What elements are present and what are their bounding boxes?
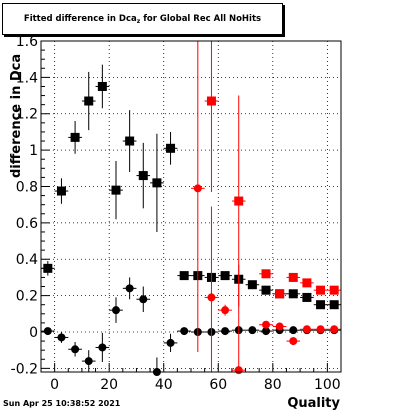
data-point-circle — [302, 325, 311, 334]
chart-title-main: Fitted difference in Dca — [23, 14, 137, 24]
data-point-square — [329, 300, 339, 310]
data-point-circle — [262, 320, 270, 329]
plot-frame — [40, 40, 342, 373]
data-point-circle — [43, 327, 52, 336]
y-tick-label: 1.4 — [16, 70, 38, 86]
data-point-square — [220, 271, 230, 281]
data-point-circle — [71, 345, 80, 354]
y-tick-label: 0 — [29, 325, 38, 341]
y-tick-label: 1.6 — [16, 34, 38, 50]
data-point-circle — [139, 295, 148, 304]
y-tick-label: 1 — [29, 143, 38, 159]
data-point-circle — [248, 326, 257, 335]
data-point-circle — [98, 343, 107, 352]
data-point-square — [125, 136, 135, 146]
data-point-square — [302, 292, 312, 302]
data-point-circle — [166, 338, 175, 347]
x-tick-label: 100 — [314, 377, 341, 393]
y-tick-label: 0.2 — [16, 289, 38, 305]
chart-title: Fitted difference in Dcaz for Global Rec… — [2, 3, 283, 35]
x-tick-label: 0 — [50, 377, 59, 393]
data-point-circle — [112, 306, 120, 315]
y-axis-label: difference in Dca — [9, 53, 24, 178]
data-point-square — [261, 285, 271, 295]
data-point-square — [329, 285, 339, 295]
y-tick-label: 0.6 — [16, 216, 38, 232]
data-point-circle — [289, 326, 298, 335]
data-point-square — [316, 285, 326, 295]
data-point-square — [206, 96, 216, 106]
data-point-square — [288, 272, 298, 282]
data-point-circle — [330, 325, 339, 334]
x-axis-label: Quality — [287, 396, 340, 411]
data-point-circle — [221, 306, 230, 315]
data-point-square — [275, 289, 285, 299]
timestamp: Sun Apr 25 10:38:52 2021 — [3, 399, 121, 408]
data-point-square — [152, 178, 162, 188]
data-point-square — [302, 278, 312, 288]
data-point-square — [288, 289, 298, 299]
data-point-square — [56, 186, 66, 196]
y-tick-label: 0.4 — [16, 252, 38, 268]
y-tick-label: 1.2 — [16, 107, 38, 123]
data-point-circle — [84, 357, 93, 366]
data-point-square — [247, 280, 257, 290]
data-point-circle — [262, 327, 270, 336]
data-point-square — [316, 300, 326, 310]
data-point-circle — [207, 293, 216, 302]
plot-frame-bg — [41, 41, 341, 372]
data-point-circle — [221, 327, 230, 336]
x-tick-label: 60 — [209, 377, 227, 393]
y-tick-label: -0.2 — [11, 361, 38, 377]
data-point-square — [43, 263, 53, 273]
data-point-circle — [125, 284, 134, 293]
data-point-square — [111, 185, 121, 195]
data-point-square — [70, 132, 80, 142]
data-point-circle — [289, 337, 298, 346]
x-tick-label: 20 — [100, 377, 118, 393]
x-tick-label: 40 — [155, 377, 173, 393]
data-point-square — [179, 271, 189, 281]
data-point-circle — [234, 366, 243, 375]
x-tick-label: 80 — [264, 377, 282, 393]
data-point-circle — [57, 333, 66, 342]
y-tick-label: 0.8 — [16, 179, 38, 195]
data-point-square — [166, 143, 176, 153]
chart-title-tail: for Global Rec All NoHits — [140, 14, 262, 24]
data-point-circle — [275, 322, 284, 331]
data-point-circle — [193, 184, 202, 193]
data-point-circle — [316, 325, 325, 334]
chart-title-subscript: z — [136, 18, 141, 25]
data-point-square — [261, 269, 271, 279]
data-point-circle — [180, 327, 189, 336]
data-point-square — [97, 81, 107, 91]
data-point-square — [138, 171, 148, 181]
data-point-square — [234, 196, 244, 206]
data-point-square — [84, 96, 94, 106]
